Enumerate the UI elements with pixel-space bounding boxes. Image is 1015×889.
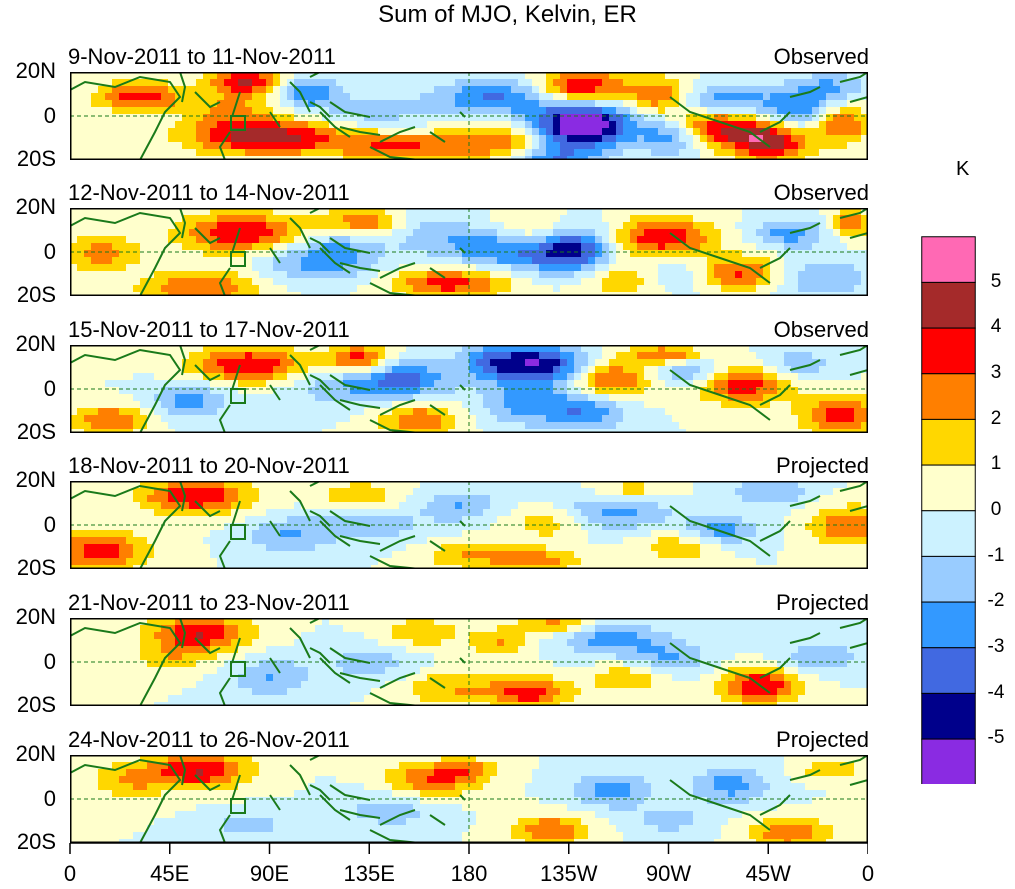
map-frame bbox=[70, 72, 868, 160]
legend-unit: K bbox=[956, 158, 970, 180]
anomaly-map-field bbox=[70, 208, 868, 296]
panel-date-range: 15-Nov-2011 to 17-Nov-2011 bbox=[68, 317, 350, 342]
chart-title: Sum of MJO, Kelvin, ER bbox=[378, 1, 637, 28]
y-tick-label: 0 bbox=[43, 786, 56, 811]
panel-date-range: 12-Nov-2011 to 14-Nov-2011 bbox=[68, 180, 350, 205]
anomaly-map-panel bbox=[70, 755, 868, 843]
x-tick-label: 180 bbox=[450, 861, 488, 886]
y-tick-label: 20S bbox=[16, 829, 56, 854]
x-tick-label: 90E bbox=[249, 861, 290, 886]
coastlines bbox=[70, 481, 868, 569]
y-tick-label: 20S bbox=[16, 692, 56, 717]
color-legend bbox=[921, 236, 976, 784]
y-tick-label: 20S bbox=[16, 146, 56, 171]
legend-color-box bbox=[921, 555, 976, 603]
y-tick-label: 20N bbox=[15, 741, 56, 766]
legend-color-box bbox=[921, 692, 976, 740]
legend-color-box bbox=[921, 373, 976, 420]
legend-color-box bbox=[921, 327, 976, 375]
map-frame bbox=[70, 481, 868, 569]
legend-color-box bbox=[921, 601, 976, 649]
y-tick-label: 0 bbox=[43, 512, 56, 537]
panel-date-range: 18-Nov-2011 to 20-Nov-2011 bbox=[68, 453, 350, 478]
anomaly-map-panel bbox=[70, 208, 868, 296]
map-frame bbox=[70, 208, 868, 296]
anomaly-map-field bbox=[70, 345, 868, 433]
coastlines bbox=[70, 618, 868, 706]
legend-color-box bbox=[921, 647, 976, 694]
panel-status-label: Projected bbox=[776, 590, 869, 615]
anomaly-map-field bbox=[70, 618, 868, 706]
x-tick-label: 135E bbox=[343, 861, 395, 886]
legend-tick-label: 1 bbox=[990, 453, 1002, 475]
panel-status-label: Observed bbox=[773, 317, 869, 342]
region-box bbox=[230, 251, 246, 267]
region-box bbox=[230, 524, 246, 540]
legend-color-box bbox=[921, 510, 976, 557]
legend-tick-label: 3 bbox=[990, 362, 1002, 383]
panel-status-label: Observed bbox=[773, 180, 869, 205]
region-box bbox=[230, 388, 246, 404]
anomaly-map-panel bbox=[70, 72, 868, 160]
legend-tick-label: 4 bbox=[990, 316, 1002, 338]
y-tick-label: 20N bbox=[15, 194, 56, 219]
y-tick-label: 0 bbox=[43, 103, 56, 128]
x-tick-label: 45E bbox=[150, 861, 190, 886]
anomaly-map-field bbox=[70, 481, 868, 569]
y-tick-label: 20N bbox=[15, 467, 56, 492]
y-tick-label: 0 bbox=[43, 649, 56, 674]
legend-tick-label: 0 bbox=[990, 499, 1002, 520]
x-tick-label: 0 bbox=[861, 861, 875, 886]
anomaly-map-field bbox=[70, 755, 868, 843]
x-tick-label: 90W bbox=[645, 861, 692, 886]
region-box bbox=[230, 661, 246, 677]
legend-color-box bbox=[921, 418, 976, 466]
panel-status-label: Projected bbox=[776, 727, 869, 752]
legend-color-box bbox=[921, 281, 976, 329]
x-tick-label: 45W bbox=[745, 861, 791, 886]
y-tick-label: 20S bbox=[16, 419, 56, 444]
coastlines bbox=[70, 755, 868, 843]
y-tick-label: 20N bbox=[15, 331, 56, 356]
y-tick-label: 20N bbox=[15, 604, 56, 629]
region-box bbox=[230, 798, 246, 814]
panel-status-label: Projected bbox=[776, 453, 869, 478]
anomaly-map-field bbox=[70, 72, 868, 160]
y-tick-label: 20N bbox=[15, 58, 56, 83]
legend-color-box bbox=[921, 236, 976, 283]
y-tick-label: 0 bbox=[43, 376, 56, 401]
legend-tick-label: -4 bbox=[987, 681, 1005, 703]
legend-tick-label: 2 bbox=[990, 407, 1002, 429]
panel-date-range: 9-Nov-2011 to 11-Nov-2011 bbox=[68, 44, 336, 69]
anomaly-map-panel bbox=[70, 345, 868, 433]
y-tick-label: 20S bbox=[16, 282, 56, 307]
map-frame bbox=[70, 345, 868, 433]
x-tick-label: 0 bbox=[63, 861, 77, 886]
coastlines bbox=[70, 72, 868, 160]
region-box bbox=[230, 115, 246, 131]
panel-date-range: 24-Nov-2011 to 26-Nov-2011 bbox=[68, 727, 350, 752]
legend-tick-label: -5 bbox=[987, 727, 1005, 749]
x-tick-label: 135W bbox=[540, 861, 598, 886]
y-tick-label: 20S bbox=[16, 555, 56, 580]
anomaly-map-panel bbox=[70, 481, 868, 569]
x-axis-line bbox=[69, 842, 868, 854]
y-tick-label: 0 bbox=[43, 239, 56, 264]
anomaly-map-panel bbox=[70, 618, 868, 706]
legend-tick-label: -3 bbox=[987, 636, 1005, 657]
legend-color-box bbox=[921, 464, 976, 512]
coastlines bbox=[70, 208, 868, 296]
map-frame bbox=[70, 618, 868, 706]
legend-tick-label: -2 bbox=[987, 590, 1005, 612]
panel-status-label: Observed bbox=[773, 44, 869, 69]
coastlines bbox=[70, 345, 868, 433]
legend-color-box bbox=[921, 738, 976, 784]
legend-tick-label: 5 bbox=[990, 270, 1002, 292]
panel-date-range: 21-Nov-2011 to 23-Nov-2011 bbox=[68, 590, 350, 615]
legend-tick-label: -1 bbox=[987, 544, 1005, 566]
